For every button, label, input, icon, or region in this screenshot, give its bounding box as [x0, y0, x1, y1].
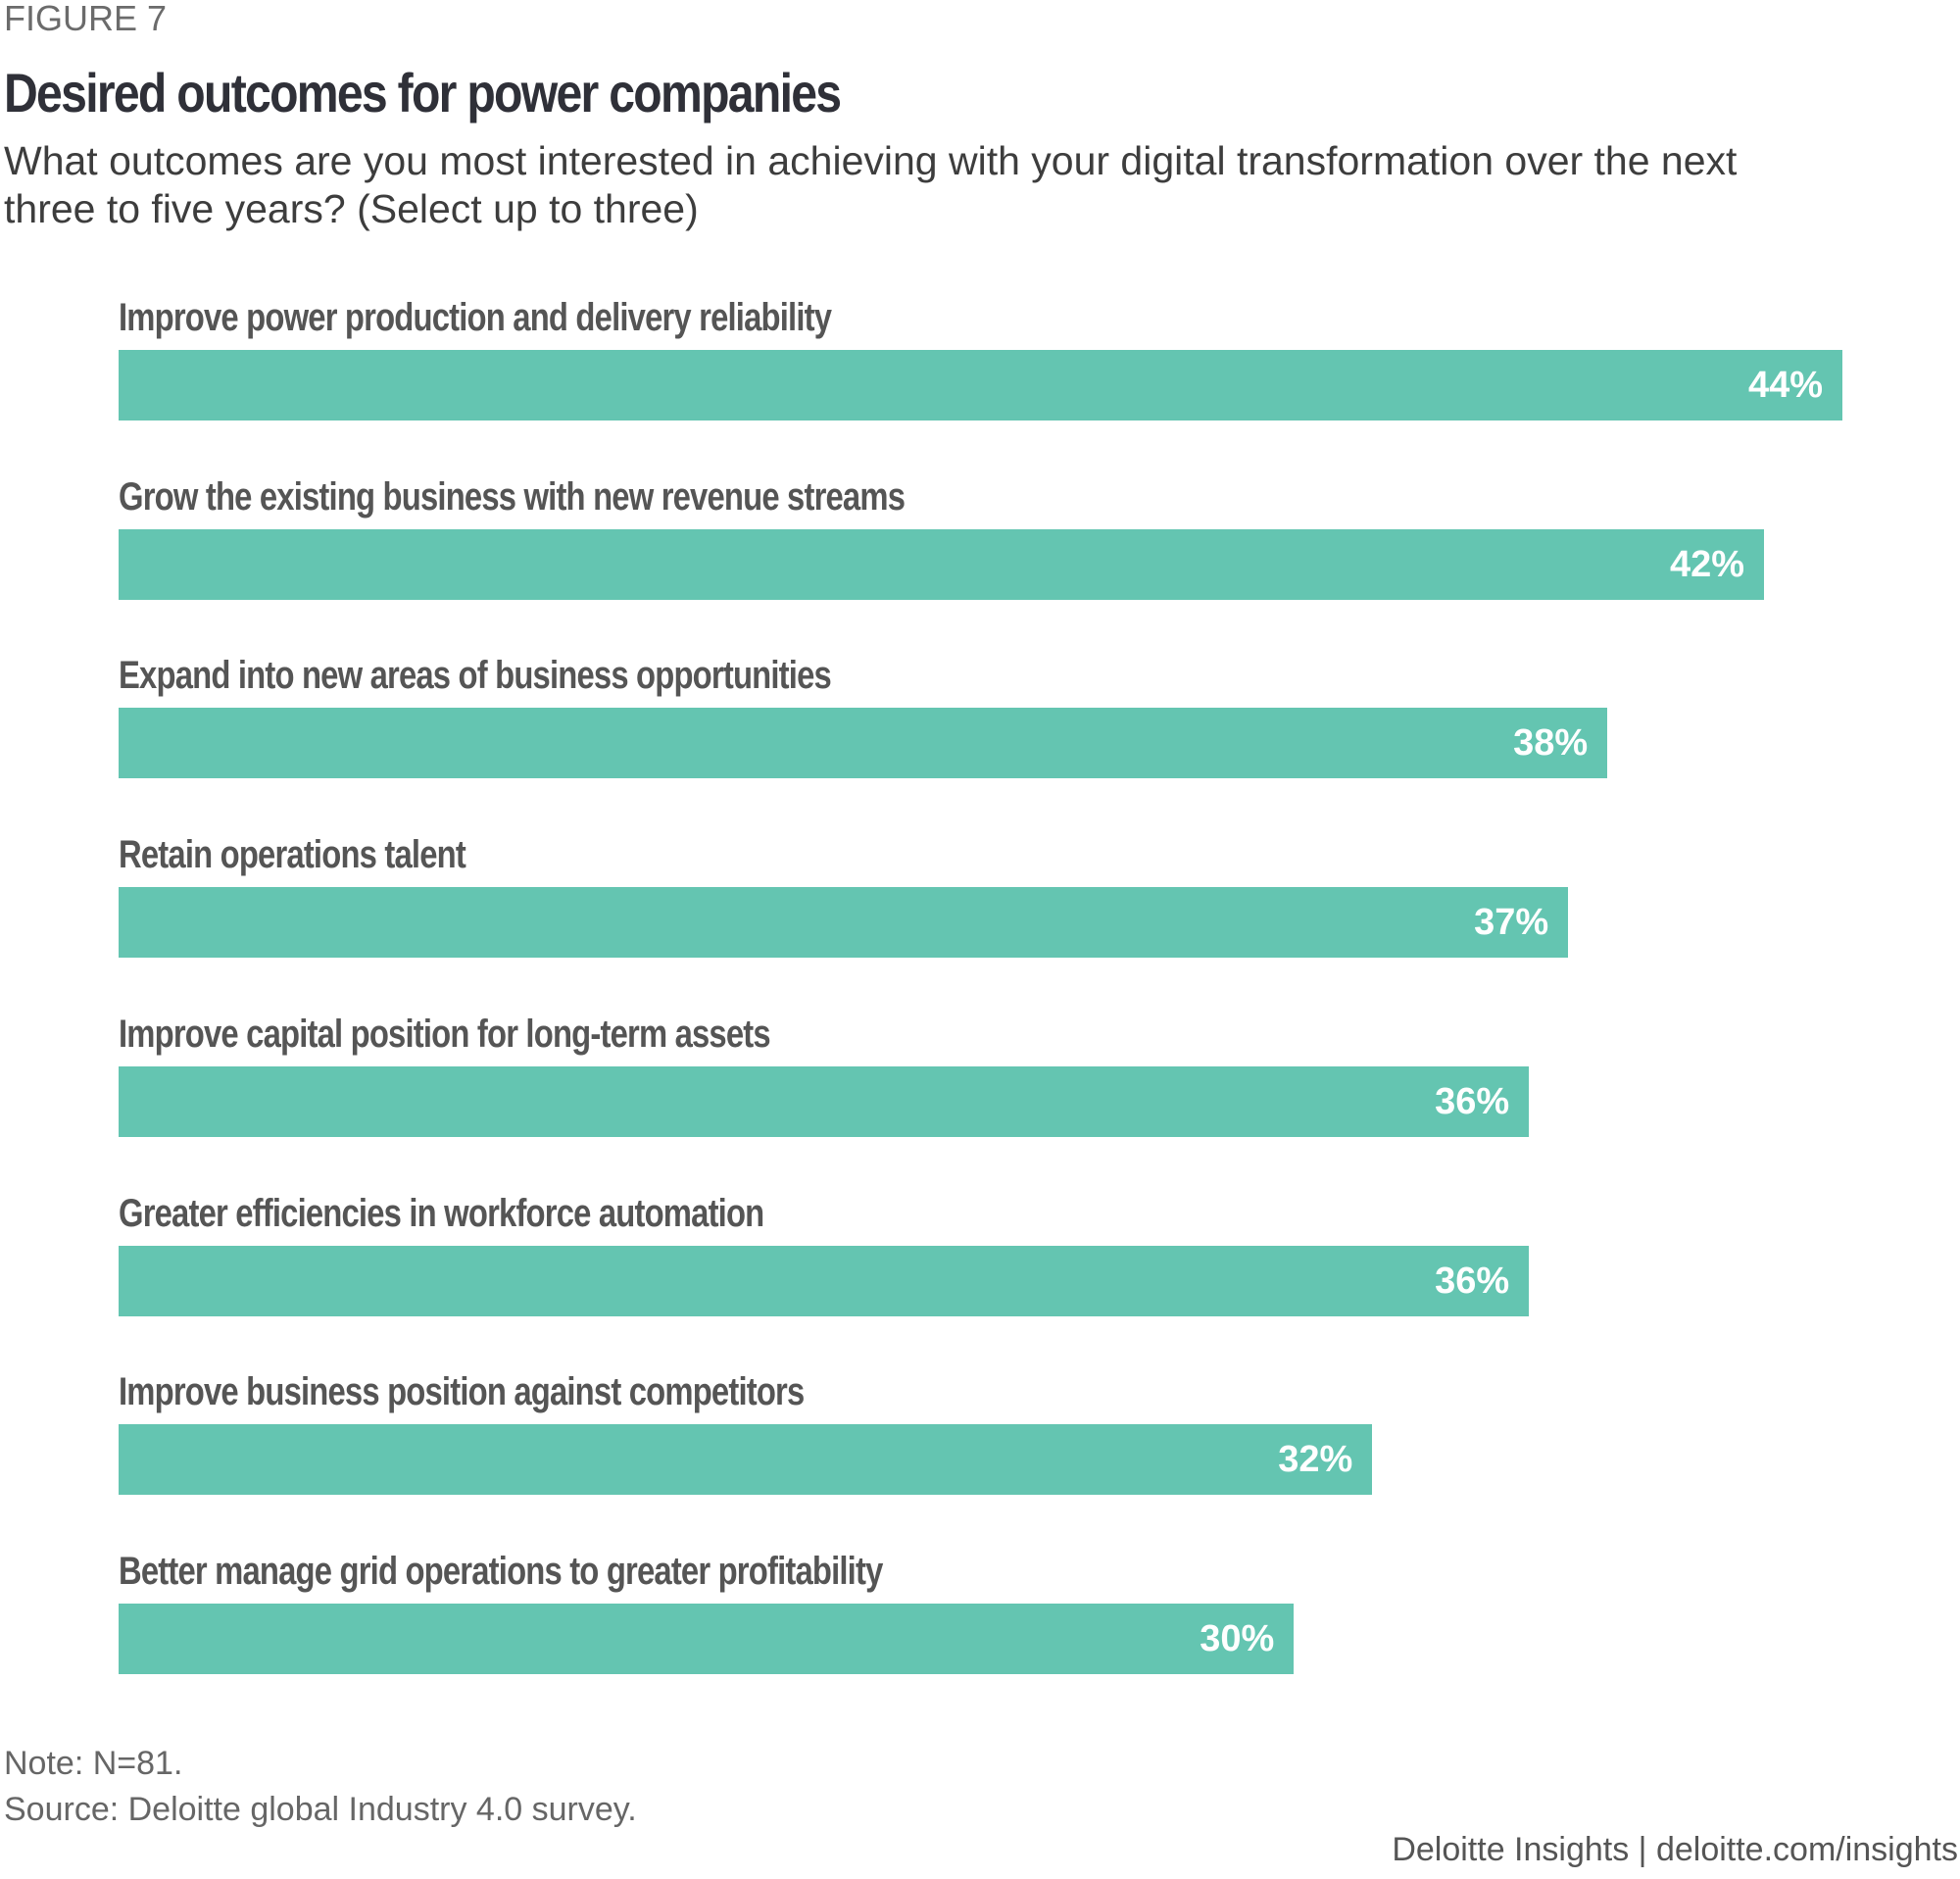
figure-label: FIGURE 7: [4, 0, 168, 38]
bar: [119, 350, 1842, 420]
bar: [119, 1424, 1373, 1496]
chart-note: Note: N=81.: [4, 1745, 183, 1782]
chart-subtitle: What outcomes are you most interested in…: [4, 138, 1738, 231]
category-label: Better manage grid operations to greater…: [119, 1549, 883, 1593]
category-label: Greater efficiencies in workforce automa…: [119, 1191, 764, 1235]
value-label: 42%: [1669, 543, 1745, 585]
value-label: 36%: [1435, 1080, 1510, 1122]
category-label: Improve power production and delivery re…: [119, 296, 832, 339]
value-label: 32%: [1278, 1439, 1353, 1481]
category-label: Expand into new areas of business opport…: [119, 654, 832, 698]
bar: [119, 1245, 1530, 1316]
chart-title: Desired outcomes for power companies: [4, 62, 842, 124]
value-label: 38%: [1513, 722, 1589, 765]
chart-source: Source: Deloitte global Industry 4.0 sur…: [4, 1791, 637, 1828]
value-label: 37%: [1474, 902, 1549, 944]
bar: [119, 708, 1608, 779]
category-label: Improve business position against compet…: [119, 1370, 805, 1414]
category-label: Improve capital position for long-term a…: [119, 1012, 771, 1056]
bar: [119, 1065, 1530, 1137]
value-label: 30%: [1200, 1617, 1275, 1659]
value-label: 36%: [1435, 1260, 1510, 1302]
footer-credit: Deloitte Insights | deloitte.com/insight…: [1392, 1831, 1958, 1868]
bar: [119, 887, 1569, 959]
category-label: Grow the existing business with new reve…: [119, 474, 906, 519]
bar: [119, 1603, 1295, 1674]
bar: [119, 528, 1765, 600]
category-label: Retain operations talent: [119, 833, 466, 877]
value-label: 44%: [1747, 365, 1823, 406]
